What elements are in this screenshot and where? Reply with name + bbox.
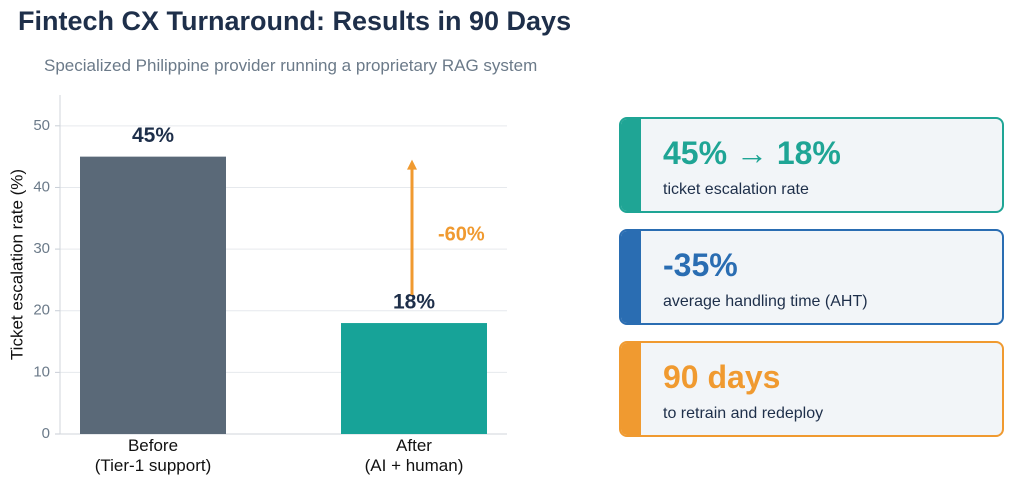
change-annotation: -60% [438,224,485,246]
card-value: -35% [663,247,738,283]
card-label: average handling time (AHT) [663,293,868,310]
title: Fintech CX Turnaround: Results in 90 Day… [18,6,572,36]
kpi-card: 45% → 18% ticket escalation rate [619,117,1004,213]
subtitle: Specialized Philippine provider running … [44,56,538,75]
card-stripe [621,119,641,211]
card-stripe [621,343,641,435]
y-tick-label: 50 [33,117,50,134]
y-axis-label: Ticket escalation rate (%) [7,169,26,360]
y-tick-label: 30 [33,240,50,257]
chart: 0 10 20 30 40 50 Ticket escalation rate (%) 45%… [7,95,507,442]
kpi-card: 90 days to retrain and redeploy [619,341,1004,437]
value-label: 18% [393,291,435,314]
bar [341,323,487,434]
value-label: 45% [132,124,174,147]
y-tick-label: 0 [42,425,50,442]
kpi-card: -35% average handling time (AHT) [619,229,1004,325]
y-tick-label: 40 [33,178,50,195]
card-stripe [621,231,641,323]
arrow-head [407,159,417,170]
y-tick-label: 20 [33,302,50,319]
x-tick-label: Before (Tier-1 support) [94,436,212,475]
card-value: 90 days [663,359,781,395]
x-tick-label: After (AI + human) [364,436,464,475]
y-tick-label: 10 [33,363,50,380]
card-value: 45% → 18% [663,135,841,171]
bar [80,156,226,435]
card-label: ticket escalation rate [663,181,809,198]
card-label: to retrain and redeploy [663,405,824,422]
